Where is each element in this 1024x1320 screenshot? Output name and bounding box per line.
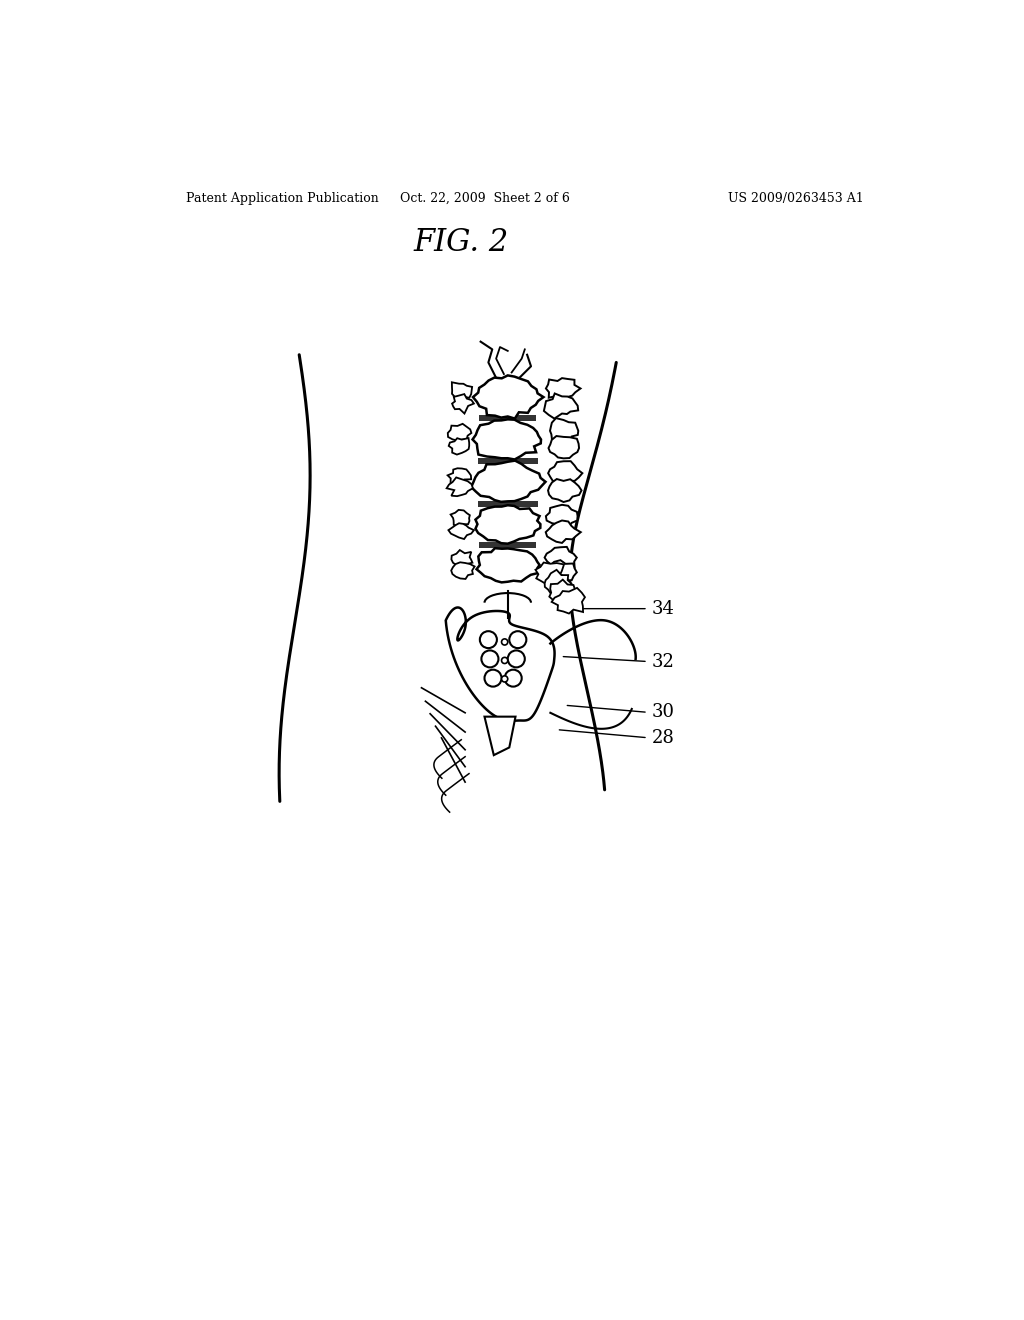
Text: 34: 34 xyxy=(652,599,675,618)
Polygon shape xyxy=(447,424,471,441)
Text: 32: 32 xyxy=(652,652,675,671)
Circle shape xyxy=(480,631,497,648)
Polygon shape xyxy=(446,478,473,496)
Bar xyxy=(477,500,538,507)
Polygon shape xyxy=(471,461,546,502)
Text: Patent Application Publication: Patent Application Publication xyxy=(186,191,379,205)
Circle shape xyxy=(484,669,502,686)
Polygon shape xyxy=(544,393,579,418)
Polygon shape xyxy=(447,469,471,484)
Polygon shape xyxy=(452,550,472,568)
Polygon shape xyxy=(549,436,579,458)
Polygon shape xyxy=(476,548,540,582)
Polygon shape xyxy=(451,510,470,527)
Text: 30: 30 xyxy=(652,704,675,721)
Polygon shape xyxy=(452,383,472,399)
Bar xyxy=(479,416,537,421)
Polygon shape xyxy=(546,504,578,527)
Bar xyxy=(477,458,538,463)
Text: US 2009/0263453 A1: US 2009/0263453 A1 xyxy=(728,191,864,205)
Circle shape xyxy=(502,639,508,645)
Polygon shape xyxy=(546,378,581,400)
Polygon shape xyxy=(452,395,474,413)
Text: FIG. 2: FIG. 2 xyxy=(414,227,509,259)
Circle shape xyxy=(502,676,508,682)
Polygon shape xyxy=(548,479,582,502)
Polygon shape xyxy=(472,420,541,459)
Polygon shape xyxy=(475,506,541,544)
Polygon shape xyxy=(536,562,568,585)
Text: 28: 28 xyxy=(652,729,675,747)
Polygon shape xyxy=(549,579,574,603)
Circle shape xyxy=(508,651,525,668)
Polygon shape xyxy=(445,607,555,721)
Polygon shape xyxy=(484,717,515,755)
Polygon shape xyxy=(449,523,474,539)
Bar xyxy=(479,543,537,548)
Polygon shape xyxy=(552,587,585,614)
Polygon shape xyxy=(473,375,544,418)
Polygon shape xyxy=(542,560,577,585)
Circle shape xyxy=(505,669,521,686)
Polygon shape xyxy=(545,570,571,594)
Text: Oct. 22, 2009  Sheet 2 of 6: Oct. 22, 2009 Sheet 2 of 6 xyxy=(399,191,569,205)
Polygon shape xyxy=(449,438,469,454)
Polygon shape xyxy=(452,562,475,579)
Circle shape xyxy=(481,651,499,668)
Circle shape xyxy=(509,631,526,648)
Polygon shape xyxy=(550,418,579,442)
Polygon shape xyxy=(546,520,581,543)
Polygon shape xyxy=(548,461,583,483)
Polygon shape xyxy=(545,546,577,569)
Circle shape xyxy=(502,657,508,664)
